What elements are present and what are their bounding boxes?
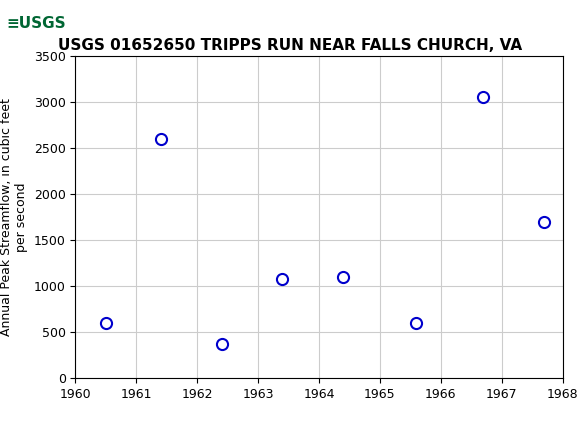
FancyBboxPatch shape [1,4,68,43]
Y-axis label: Annual Peak Streamflow, in cubic feet
per second: Annual Peak Streamflow, in cubic feet pe… [0,98,28,336]
Text: USGS 01652650 TRIPPS RUN NEAR FALLS CHURCH, VA: USGS 01652650 TRIPPS RUN NEAR FALLS CHUR… [58,38,522,52]
Text: ≡USGS: ≡USGS [6,15,60,33]
Text: ≡USGS: ≡USGS [6,16,66,31]
